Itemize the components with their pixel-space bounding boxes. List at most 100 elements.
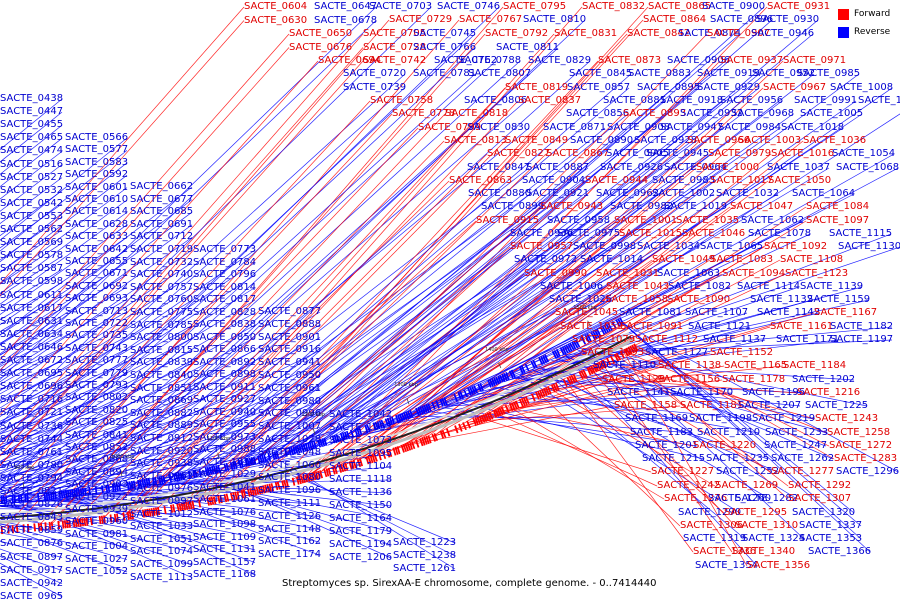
gene-label: SACTE_0578: [0, 250, 64, 262]
reverse-gene-track: [0, 317, 625, 504]
reverse-gene: [600, 327, 606, 335]
gene-label: SACTE_0991: [794, 95, 858, 106]
gene-label: SACTE_0867: [546, 148, 610, 159]
leader-line: [416, 416, 688, 420]
forward-gene: [488, 411, 494, 420]
gene-label: SACTE_0691: [130, 218, 194, 230]
gene-label: SACTE_1104: [329, 461, 393, 472]
reverse-gene: [339, 432, 344, 441]
gene-label: SACTE_0807: [468, 68, 532, 79]
gene-label: SACTE_0829: [528, 55, 592, 66]
gene-label: SACTE_0778: [392, 108, 456, 119]
gene-label: SACTE_0745: [413, 28, 477, 39]
gene-label: SACTE_0899: [481, 201, 545, 212]
gene-label: SACTE_0553: [0, 210, 64, 222]
gene-label: SACTE_0802: [65, 392, 129, 404]
gene-label: SACTE_0980: [258, 395, 322, 407]
gene-label: SACTE_1162: [258, 536, 322, 548]
leader-line: [388, 246, 763, 427]
gene-label: SACTE_0901: [258, 331, 322, 343]
leader-line: [0, 362, 256, 485]
gene-label: SACTE_0904: [522, 175, 586, 186]
forward-gene-track: [0, 343, 639, 535]
reverse-gene: [397, 414, 402, 423]
gene-label: SACTE_0678: [314, 14, 378, 26]
gene-label: SACTE_0859: [0, 525, 64, 537]
gene-label: SACTE_0961: [258, 382, 322, 394]
gene-label: SACTE_0562: [0, 224, 64, 235]
gene-label: SACTE_1198: [689, 413, 753, 424]
reverse-gene: [502, 372, 508, 381]
gene-label: SACTE_1000: [696, 162, 760, 173]
leader-line: [0, 261, 128, 346]
gene-label: SACTE_1139: [800, 281, 864, 292]
gene-label: SACTE_0964: [664, 162, 728, 173]
gene-label: SACTE_0863: [449, 175, 513, 186]
gene-label: SACTE_0940: [193, 406, 257, 418]
forward-gene: [484, 413, 490, 422]
leader-line: [17, 362, 321, 504]
reverse-gene: [296, 445, 301, 454]
reverse-gene: [453, 393, 458, 402]
leader-line: [307, 167, 727, 452]
reverse-gene: [617, 318, 623, 326]
gene-label: SACTE_1076: [193, 506, 257, 518]
reverse-gene: [567, 343, 573, 352]
forward-gene: [588, 366, 594, 375]
leader-line: [119, 490, 321, 530]
reverse-gene: [441, 398, 447, 407]
gene-label: SACTE_1202: [792, 374, 856, 385]
legend-reverse-label: Reverse: [854, 27, 891, 37]
gene-label: SACTE_1272: [829, 440, 893, 451]
leader-line: [0, 385, 128, 440]
gene-label: SACTE_0962: [596, 188, 660, 199]
leader-line: [0, 199, 128, 295]
legend-forward-label: Forward: [854, 9, 891, 19]
leader-line: [338, 73, 815, 443]
leader-line: [194, 233, 573, 479]
leader-line: [0, 373, 63, 402]
map-caption: Streptomyces sp. SirexAA-E chromosome, c…: [282, 578, 657, 589]
forward-gene: [590, 365, 596, 374]
leader-line: [564, 339, 893, 355]
reverse-gene: [405, 411, 410, 420]
leader-line: [624, 323, 871, 553]
gene-label: SACTE_0695: [0, 368, 64, 380]
gene-label: SACTE_1064: [792, 188, 856, 199]
gene-label: SACTE_0908: [607, 122, 671, 133]
leader-line: [0, 150, 128, 252]
leader-line: [0, 269, 63, 309]
forward-gene: [306, 473, 311, 482]
leader-line: [0, 525, 128, 573]
gene-label: SACTE_0939: [65, 504, 129, 515]
gene-label: SACTE_0897: [0, 551, 64, 563]
gene-label: SACTE_1113: [130, 571, 194, 583]
reverse-gene: [573, 340, 579, 349]
leader-line: [186, 153, 547, 505]
gene-label: SACTE_1008: [830, 82, 894, 93]
reverse-gene: [565, 344, 571, 353]
gene-label: SACTE_1130: [838, 241, 900, 252]
leader-line: [575, 348, 834, 460]
leader-line: [336, 127, 781, 443]
leader-line: [0, 556, 63, 585]
forward-gene: [482, 414, 488, 423]
gene-label: SACTE_0672: [0, 355, 64, 366]
leader-line: [493, 411, 658, 487]
forward-gene: [369, 454, 374, 464]
reverse-gene: [575, 339, 581, 348]
leader-line: [0, 262, 193, 392]
gene-label: SACTE_0743: [65, 342, 129, 354]
gene-label: SACTE_0975: [557, 228, 621, 239]
reverse-gene: [594, 329, 600, 338]
leader-line: [561, 355, 827, 447]
leader-line: [207, 100, 666, 476]
gene-label: SACTE_0780: [0, 459, 64, 471]
reverse-gene: [495, 376, 500, 385]
gene-label: SACTE_0930: [756, 14, 820, 25]
leader-line: [565, 380, 694, 553]
gene-label: SACTE_0474: [0, 145, 64, 157]
gene-label: SACTE_1141: [607, 387, 671, 398]
leader-line: [624, 323, 899, 473]
forward-gene: [394, 446, 399, 455]
